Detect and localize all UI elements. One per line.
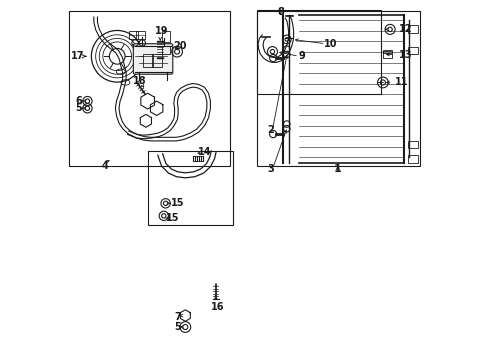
Text: 9: 9 (298, 51, 305, 61)
FancyBboxPatch shape (133, 44, 172, 74)
Text: 11: 11 (394, 77, 408, 87)
Bar (136, 31, 144, 39)
Bar (142, 54, 152, 67)
Bar (162, 31, 169, 42)
Bar (407, 155, 418, 163)
Text: 19: 19 (155, 26, 168, 36)
Bar (148, 151, 232, 225)
Text: 5: 5 (76, 103, 82, 113)
Text: 17: 17 (70, 51, 84, 61)
Bar (407, 46, 418, 54)
Bar (382, 50, 391, 53)
Text: 4: 4 (102, 161, 108, 171)
Text: 13: 13 (398, 50, 411, 60)
Text: 12: 12 (398, 24, 411, 35)
Bar (162, 46, 169, 54)
Bar (407, 25, 418, 33)
Text: 15: 15 (165, 213, 179, 222)
Text: 10: 10 (323, 39, 337, 49)
Bar (407, 140, 418, 148)
Text: 2: 2 (266, 125, 273, 135)
Text: 5: 5 (174, 322, 181, 332)
Text: 6: 6 (76, 96, 82, 106)
Text: 15: 15 (171, 198, 184, 208)
Bar (382, 51, 391, 58)
Bar (129, 31, 137, 39)
Text: 16: 16 (210, 302, 224, 312)
Bar (151, 54, 162, 67)
Text: 1: 1 (333, 164, 341, 174)
Text: 14: 14 (198, 147, 211, 157)
Text: 3: 3 (266, 164, 273, 174)
Bar (257, 12, 419, 166)
Text: 20: 20 (173, 41, 186, 50)
Text: 7: 7 (174, 312, 181, 322)
Bar (69, 12, 230, 166)
Text: 18: 18 (132, 76, 146, 86)
Text: 8: 8 (276, 7, 283, 17)
Bar (257, 10, 380, 94)
